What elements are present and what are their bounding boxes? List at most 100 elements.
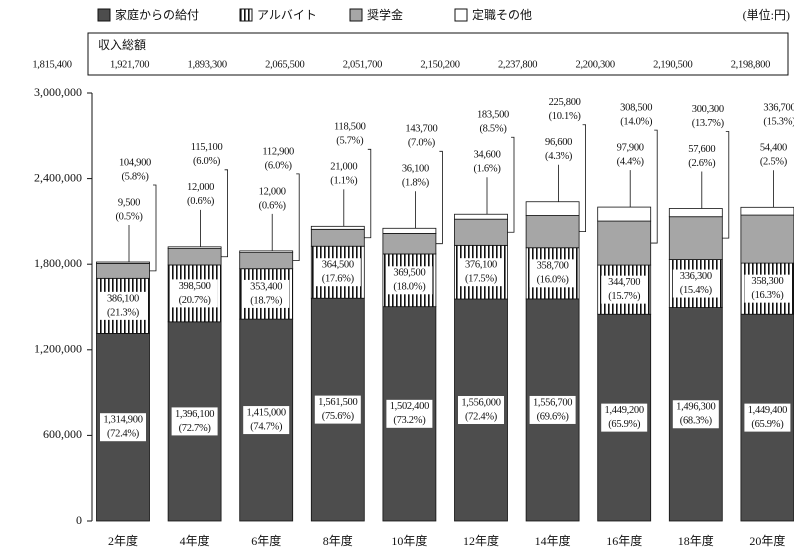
segment-label-share: (15.3%) [763, 117, 794, 128]
segment-label-share: (1.6%) [473, 164, 501, 175]
segment-label-share: (15.7%) [608, 291, 641, 302]
segment-label-box [744, 274, 791, 303]
segment-label-share: (0.6%) [259, 200, 287, 211]
legend-swatch [239, 8, 253, 22]
segment-label: 143,700 [405, 124, 437, 135]
segment-label: 358,700 [537, 261, 569, 272]
segment-label-share: (74.7%) [250, 421, 283, 432]
segment-label: 1,561,500 [318, 397, 357, 408]
segment-label: 12,000 [259, 186, 286, 197]
segment-label: 183,500 [477, 110, 509, 121]
bar-segment [525, 201, 580, 216]
segment-label-box [458, 258, 504, 287]
legend-swatch [97, 8, 111, 22]
legend-swatch [454, 8, 468, 22]
total-label: 1,893,300 [188, 59, 227, 70]
segment-label: 118,500 [334, 122, 366, 133]
bar-segment [740, 214, 794, 264]
x-tick-label: 4年度 [180, 533, 210, 548]
segment-label-box [386, 399, 433, 428]
segment-label: 336,300 [680, 271, 712, 282]
segment-label-box [458, 396, 504, 425]
bar-segment [597, 220, 652, 266]
segment-label: 115,100 [191, 142, 223, 153]
segment-label-share: (5.8%) [121, 171, 149, 182]
y-tick-label: 600,000 [43, 427, 82, 441]
total-label: 2,150,200 [420, 59, 459, 70]
leader-line [149, 184, 157, 272]
x-tick-label: 10年度 [391, 533, 427, 548]
segment-label-share: (2.5%) [760, 157, 788, 168]
segment-label: 336,700 [763, 103, 794, 114]
segment-label: 34,600 [473, 150, 500, 161]
bar-segment [525, 215, 580, 249]
segment-label-share: (7.0%) [408, 138, 436, 149]
segment-label-share: (75.6%) [322, 411, 355, 422]
y-tick-label: 1,200,000 [34, 342, 82, 356]
segment-label: 369,500 [393, 268, 425, 279]
leader-line [364, 148, 372, 239]
segment-label-share: (4.4%) [617, 156, 645, 167]
bar-segment [668, 216, 723, 260]
leader-line [221, 169, 229, 258]
leader-line [579, 124, 586, 233]
segment-label-share: (2.6%) [688, 158, 716, 169]
segment-label: 96,600 [545, 137, 572, 148]
y-tick-label: 3,000,000 [34, 85, 82, 99]
leader-line [650, 129, 658, 244]
segment-label-share: (6.0%) [193, 156, 221, 167]
segment-label-share: (72.7%) [179, 423, 212, 434]
segment-label-share: (65.9%) [751, 419, 784, 430]
bar-segment [239, 250, 294, 254]
segment-label: 358,300 [751, 276, 783, 287]
segment-label: 386,100 [107, 293, 139, 304]
segment-label: 112,900 [262, 146, 294, 157]
segment-label-box [243, 406, 290, 435]
segment-label-box [386, 266, 433, 295]
segment-label-box [171, 279, 218, 308]
segment-label-share: (65.9%) [608, 419, 641, 430]
segment-label-share: (4.3%) [545, 151, 573, 162]
total-label: 2,198,800 [731, 59, 770, 70]
total-label: 2,051,700 [343, 59, 382, 70]
segment-label-box [601, 275, 648, 304]
segment-label-share: (69.6%) [537, 411, 570, 422]
segment-label-share: (10.1%) [549, 111, 582, 122]
segment-label: 300,300 [692, 104, 724, 115]
bar-segment [454, 218, 508, 246]
x-tick-label: 6年度 [251, 533, 281, 548]
segment-label-box [529, 259, 576, 288]
totals-box [87, 32, 789, 76]
segment-label: 398,500 [179, 281, 211, 292]
bar-segment [382, 227, 437, 234]
segment-label: 1,502,400 [390, 401, 429, 412]
segment-label-box [314, 395, 361, 424]
segment-label-share: (0.6%) [187, 196, 215, 207]
segment-label-share: (16.3%) [751, 290, 784, 301]
segment-label: 97,900 [617, 142, 644, 153]
segment-label-share: (72.4%) [465, 411, 498, 422]
segment-label-box [171, 407, 218, 436]
bar-segment [668, 208, 723, 218]
segment-label: 12,000 [187, 182, 214, 193]
segment-label: 1,496,300 [676, 402, 715, 413]
total-label: 2,200,300 [576, 59, 615, 70]
segment-label-share: (1.8%) [402, 178, 430, 189]
segment-label-share: (72.4%) [107, 429, 140, 440]
total-label: 2,190,500 [653, 59, 692, 70]
segment-label: 9,500 [118, 197, 140, 208]
segment-label-share: (13.7%) [692, 118, 725, 129]
segment-label-box [672, 400, 719, 429]
segment-label: 104,900 [119, 157, 151, 168]
bar-segment [597, 206, 652, 222]
segment-label: 344,700 [608, 277, 640, 288]
bar-segment [382, 233, 437, 255]
x-tick-label: 8年度 [323, 533, 353, 548]
segment-label: 36,100 [402, 164, 429, 175]
y-tick-label: 2,400,000 [34, 170, 82, 184]
bar-segment [454, 213, 508, 220]
segment-label-box [601, 403, 648, 432]
segment-label-share: (16.0%) [537, 275, 570, 286]
bar-segment [740, 206, 794, 216]
total-label: 2,065,500 [265, 59, 304, 70]
